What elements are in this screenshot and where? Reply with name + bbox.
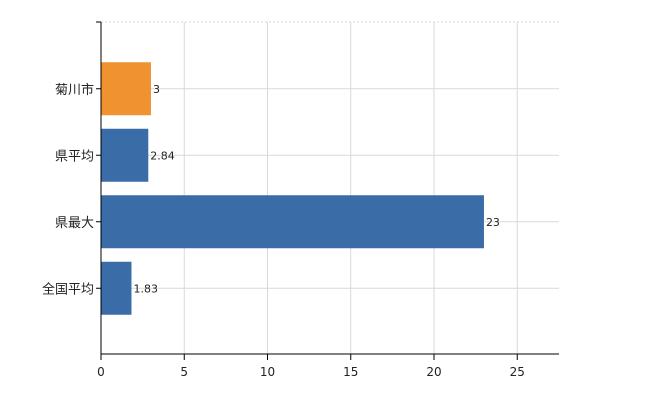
x-tick-label-3: 15	[343, 365, 358, 379]
data-label-3: 1.83	[133, 282, 158, 295]
x-tick-label-4: 20	[426, 365, 441, 379]
data-label-1: 2.84	[150, 149, 175, 162]
x-tick-label-5: 25	[510, 365, 525, 379]
category-label-1: 県平均	[55, 149, 94, 164]
category-label-3: 全国平均	[42, 281, 94, 297]
bar-0	[101, 62, 151, 116]
category-label-0: 菊川市	[55, 82, 94, 98]
bar-2	[101, 195, 484, 249]
x-tick-label-2: 10	[260, 365, 275, 379]
bars: 3 2.84 23 1.83	[101, 62, 500, 315]
category-label-2: 県最大	[55, 216, 94, 231]
x-tick-label-0: 0	[97, 365, 105, 379]
x-tick-label-1: 5	[180, 365, 188, 379]
bar-1	[101, 128, 149, 182]
gridlines	[101, 21, 559, 354]
data-label-2: 23	[486, 216, 500, 229]
bar-3	[101, 261, 132, 315]
data-label-0: 3	[153, 83, 160, 96]
